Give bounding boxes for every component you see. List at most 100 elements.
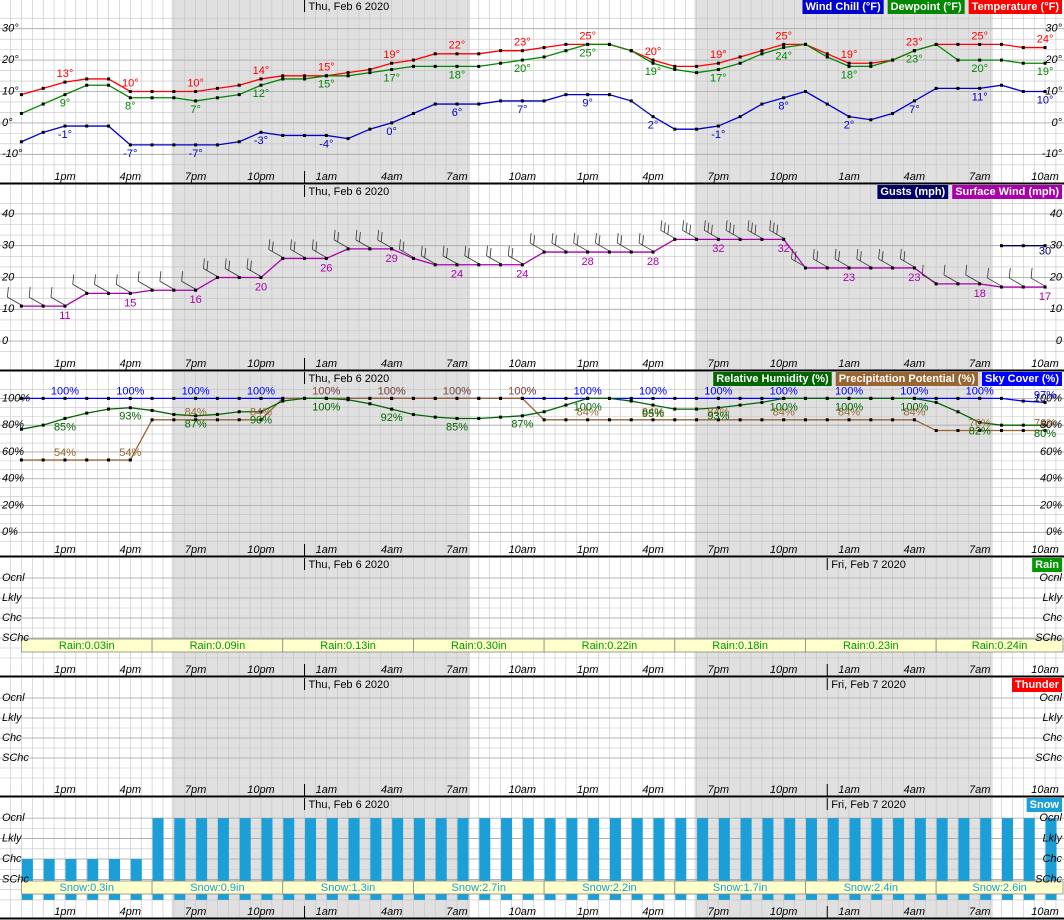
point <box>194 99 198 103</box>
point <box>651 250 655 254</box>
point <box>19 111 23 115</box>
x-tick-label: 1pm <box>54 544 75 556</box>
x-tick-label: 4pm <box>642 358 663 370</box>
series-line <box>21 397 1046 461</box>
wind-barb-flag <box>464 245 467 256</box>
wind-barb-flag <box>7 287 9 298</box>
point <box>63 416 67 420</box>
legend-label: Temperature (°F) <box>972 1 1060 13</box>
point <box>368 68 372 72</box>
x-tick-label: 7pm <box>185 171 206 183</box>
point <box>1043 429 1047 433</box>
value-label: 84% <box>185 407 207 419</box>
point <box>259 130 263 134</box>
y-tick-label: 0% <box>2 526 18 538</box>
bar <box>479 818 491 900</box>
x-tick-label: 4pm <box>642 544 663 556</box>
total-label: Snow:2.6in <box>972 882 1026 894</box>
wind-barb <box>355 239 371 249</box>
point <box>673 418 677 422</box>
point <box>803 42 807 46</box>
value-label: 100% <box>312 385 340 397</box>
value-label: -3° <box>254 135 268 147</box>
value-label: 100% <box>639 385 667 397</box>
value-label: 24 <box>451 269 463 281</box>
point <box>1021 61 1025 65</box>
wind-barb <box>7 296 22 306</box>
point <box>520 58 524 62</box>
wind-barb-flag <box>878 248 880 259</box>
wind-barb-flag <box>355 229 358 240</box>
wind-barb-flag <box>598 235 601 246</box>
wind-barb <box>72 284 87 293</box>
point <box>128 291 132 295</box>
wind-barb-flag <box>776 224 779 235</box>
point <box>150 96 154 100</box>
value-label: 84% <box>577 407 599 419</box>
x-tick-label: 10pm <box>247 906 275 918</box>
point <box>346 247 350 251</box>
x-tick-label: 7pm <box>185 906 206 918</box>
point <box>542 55 546 59</box>
date-label: Fri, Feb 7 2020 <box>831 799 906 811</box>
point <box>716 418 720 422</box>
x-tick-label: 10pm <box>247 358 275 370</box>
total-label: Snow:1.7in <box>713 882 767 894</box>
wind-barb-flag <box>486 245 488 256</box>
point <box>194 90 198 93</box>
point <box>368 71 372 75</box>
point <box>411 111 415 115</box>
value-label: 85% <box>446 421 468 433</box>
value-label: 15° <box>318 62 335 74</box>
point <box>847 61 851 65</box>
x-tick-label: 1am <box>316 171 337 183</box>
point <box>1043 400 1047 404</box>
x-tick-label: 7pm <box>185 784 206 796</box>
point <box>19 140 23 144</box>
wind-barb-flag <box>533 235 536 246</box>
value-label: 90% <box>250 415 272 427</box>
value-label: 100% <box>900 401 928 413</box>
point <box>41 304 45 308</box>
x-tick-label: 4am <box>381 544 402 556</box>
date-label: Thu, Feb 6 2020 <box>309 679 390 691</box>
point <box>956 282 960 286</box>
wind-barb-flag <box>660 220 663 231</box>
value-label: 25° <box>579 47 596 59</box>
wind-barb-flag <box>72 274 75 285</box>
bar <box>370 818 382 900</box>
total-label: Rain:0.09in <box>190 640 246 652</box>
series-line <box>21 84 1046 146</box>
point <box>869 64 873 68</box>
date-label: Thu, Feb 6 2020 <box>309 186 390 198</box>
wind-barb <box>116 284 131 293</box>
value-label: 10° <box>187 77 204 89</box>
x-tick-label: 10pm <box>770 664 798 676</box>
bar <box>283 818 295 900</box>
wind-barb-flag <box>467 247 470 259</box>
point <box>19 396 23 400</box>
x-tick-label: 1am <box>838 171 859 183</box>
point <box>107 407 111 411</box>
point <box>978 42 982 46</box>
x-tick-label: 10pm <box>770 544 798 556</box>
point <box>542 99 546 103</box>
point <box>172 412 176 416</box>
bar <box>348 818 360 900</box>
value-label: 20° <box>514 63 531 75</box>
point <box>869 396 873 400</box>
date-label: Thu, Feb 6 2020 <box>309 373 390 385</box>
point <box>499 49 503 53</box>
value-label: 8° <box>125 101 136 113</box>
x-tick-label: 10am <box>1031 906 1059 918</box>
point <box>172 143 176 147</box>
point <box>607 42 611 46</box>
point <box>934 42 938 46</box>
point <box>629 399 633 403</box>
bar <box>609 818 621 900</box>
value-label: 100% <box>378 385 406 397</box>
bar <box>522 818 534 900</box>
value-label: 100% <box>574 401 602 413</box>
point <box>281 133 285 137</box>
wind-barb-flag <box>206 260 209 271</box>
